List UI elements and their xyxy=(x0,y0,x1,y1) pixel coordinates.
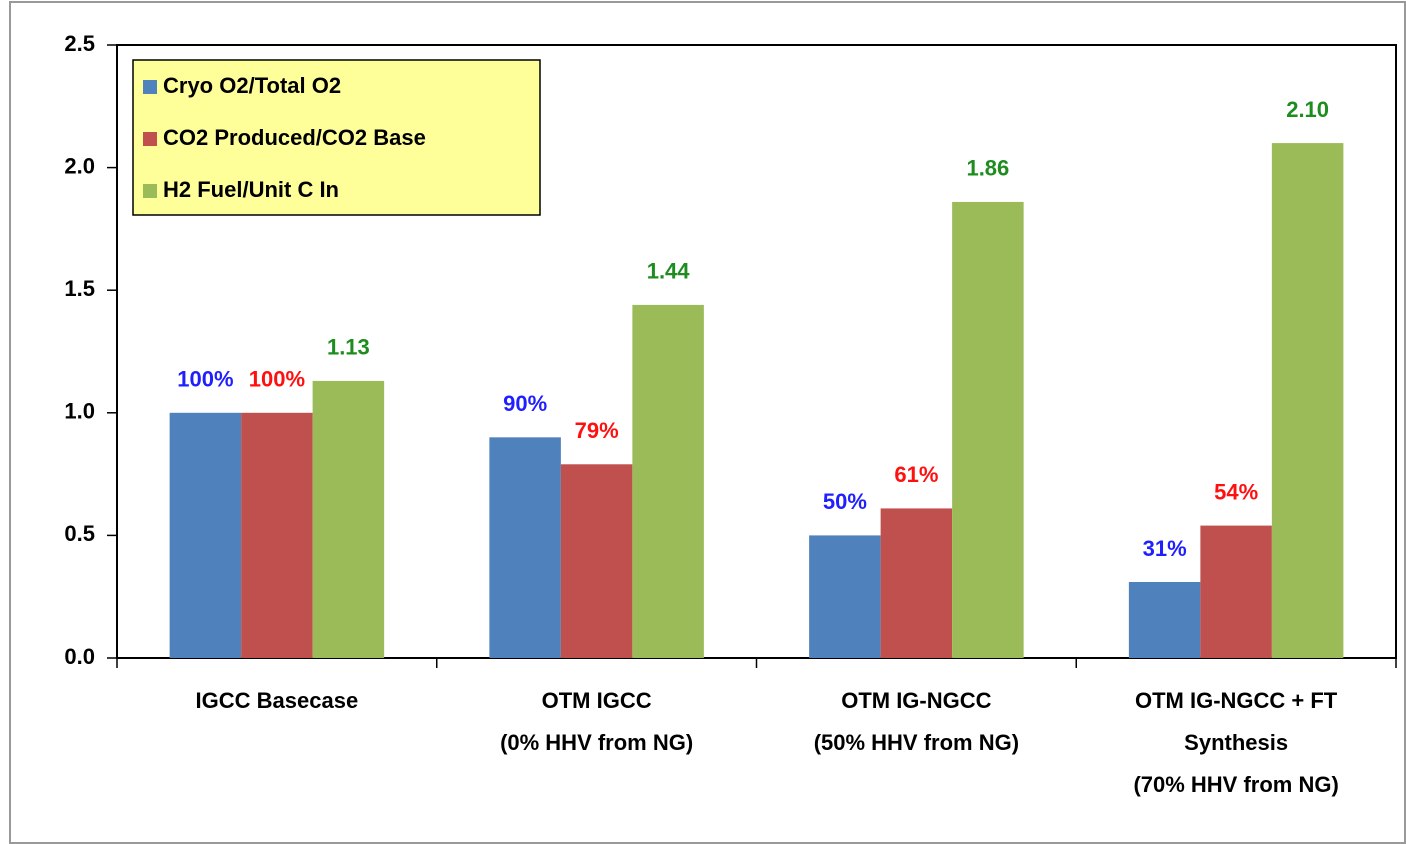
legend-swatch xyxy=(143,132,157,146)
data-label: 54% xyxy=(1214,479,1258,504)
x-tick-label: Synthesis xyxy=(1184,730,1288,755)
bar xyxy=(489,437,561,658)
bar xyxy=(1128,581,1201,658)
y-tick-label: 2.0 xyxy=(64,153,95,178)
data-label: 1.86 xyxy=(966,156,1009,181)
bar xyxy=(952,201,1024,659)
data-label: 1.44 xyxy=(647,259,691,284)
bar xyxy=(1200,525,1272,658)
legend-label: Cryo O2/Total O2 xyxy=(163,73,341,98)
data-label: 100% xyxy=(249,367,305,392)
x-tick-label: (70% HHV from NG) xyxy=(1133,772,1338,797)
data-label: 79% xyxy=(575,418,619,443)
data-label: 2.10 xyxy=(1286,97,1329,122)
data-label: 50% xyxy=(823,489,867,514)
data-label: 31% xyxy=(1143,536,1187,561)
legend-label: H2 Fuel/Unit C In xyxy=(163,177,339,202)
y-tick-label: 0.0 xyxy=(64,644,95,669)
frame xyxy=(9,1,1406,844)
bar xyxy=(1271,143,1344,658)
bar xyxy=(169,412,242,658)
bar xyxy=(809,535,881,658)
data-label: 90% xyxy=(503,391,547,416)
legend-swatch xyxy=(143,80,157,94)
x-tick-label: IGCC Basecase xyxy=(196,688,359,713)
data-label: 100% xyxy=(177,367,233,392)
x-tick-label: OTM IG-NGCC + FT xyxy=(1135,688,1338,713)
y-tick-label: 1.5 xyxy=(64,276,95,301)
x-tick-label: OTM IG-NGCC xyxy=(841,688,991,713)
bar xyxy=(241,412,313,658)
data-label: 1.13 xyxy=(327,335,370,360)
bar xyxy=(312,380,385,658)
legend-label: CO2 Produced/CO2 Base xyxy=(163,125,426,150)
y-tick-label: 1.0 xyxy=(64,399,95,424)
legend-box xyxy=(132,59,541,216)
y-tick-label: 2.5 xyxy=(64,31,95,56)
x-tick-label: (0% HHV from NG) xyxy=(500,730,693,755)
y-tick-label: 0.5 xyxy=(64,521,95,546)
x-tick-label: OTM IGCC xyxy=(542,688,652,713)
bar xyxy=(632,304,704,658)
data-label: 61% xyxy=(894,462,938,487)
bar xyxy=(880,508,953,658)
legend-swatch xyxy=(143,184,157,198)
bar xyxy=(560,464,633,658)
x-tick-label: (50% HHV from NG) xyxy=(814,730,1019,755)
